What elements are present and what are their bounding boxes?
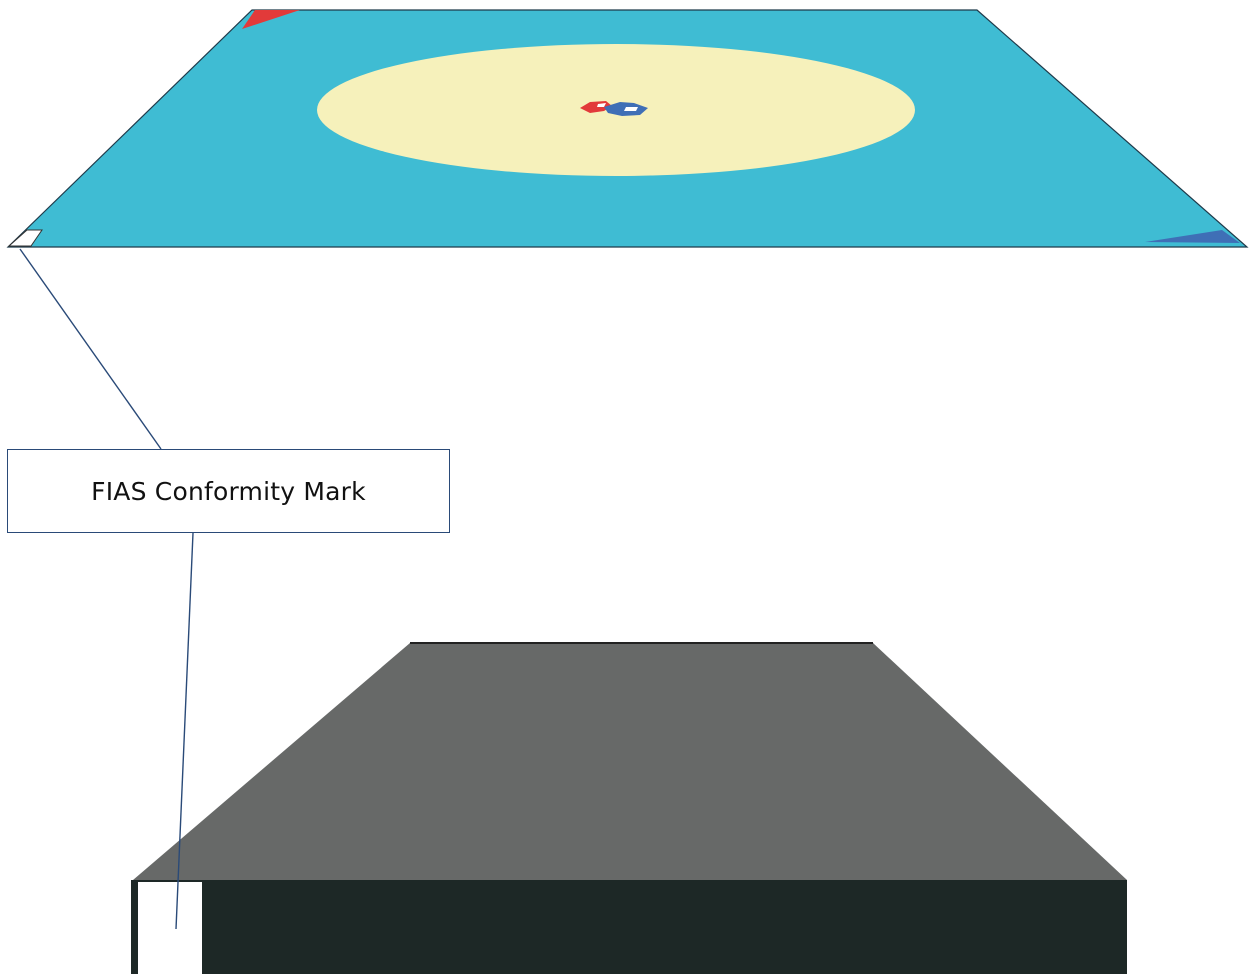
leader-lines <box>19 248 194 930</box>
leader-line-top <box>19 248 162 450</box>
fias-conformity-mark-side <box>138 882 202 974</box>
fias-conformity-mark-top <box>7 229 43 247</box>
callout-label: FIAS Conformity Mark <box>91 476 366 506</box>
mat-side-view <box>131 642 1127 974</box>
mat-top-view <box>6 9 1249 248</box>
mat-top-bevel <box>133 643 1127 880</box>
leader-line-bottom <box>175 532 194 930</box>
blue-corner <box>1145 230 1240 243</box>
center-emblem <box>580 101 648 116</box>
red-corner <box>242 10 300 29</box>
callout-box: FIAS Conformity Mark <box>7 449 450 533</box>
mat-front-face <box>131 880 1127 974</box>
